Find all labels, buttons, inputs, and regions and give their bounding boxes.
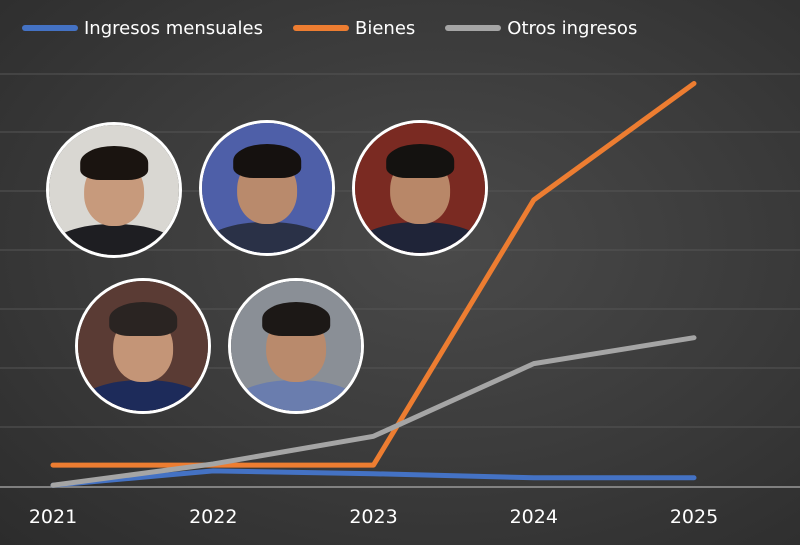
legend-swatch-ingresos-mensuales <box>22 25 78 31</box>
x-tick-label: 2023 <box>349 506 397 528</box>
legend-label-otros-ingresos: Otros ingresos <box>507 17 638 39</box>
photo-man-gray-hair-speaking <box>75 278 211 414</box>
chart-legend: Ingresos mensuales Bienes Otros ingresos <box>22 14 667 42</box>
series-line-otros-ingresos <box>50 335 697 488</box>
x-tick-label: 2024 <box>510 506 558 528</box>
legend-item-bienes: Bienes <box>293 18 415 39</box>
legend-item-ingresos-mensuales: Ingresos mensuales <box>22 18 263 39</box>
x-tick-label: 2021 <box>29 506 77 528</box>
x-tick-label: 2022 <box>189 506 237 528</box>
legend-label-ingresos-mensuales: Ingresos mensuales <box>84 17 263 39</box>
legend-swatch-otros-ingresos <box>445 25 502 31</box>
x-tick-label: 2025 <box>670 506 718 528</box>
photo-man-mustache <box>228 278 364 414</box>
photo-man-glasses-red-background <box>352 120 488 256</box>
legend-swatch-bienes <box>293 25 349 31</box>
series-line-ingresos-mensuales <box>50 468 697 488</box>
photo-man-glasses-microphone <box>199 120 335 256</box>
legend-item-otros-ingresos: Otros ingresos <box>445 18 637 39</box>
series-line-bienes <box>50 81 697 468</box>
photo-woman-long-hair <box>46 122 182 258</box>
legend-label-bienes: Bienes <box>355 17 416 39</box>
